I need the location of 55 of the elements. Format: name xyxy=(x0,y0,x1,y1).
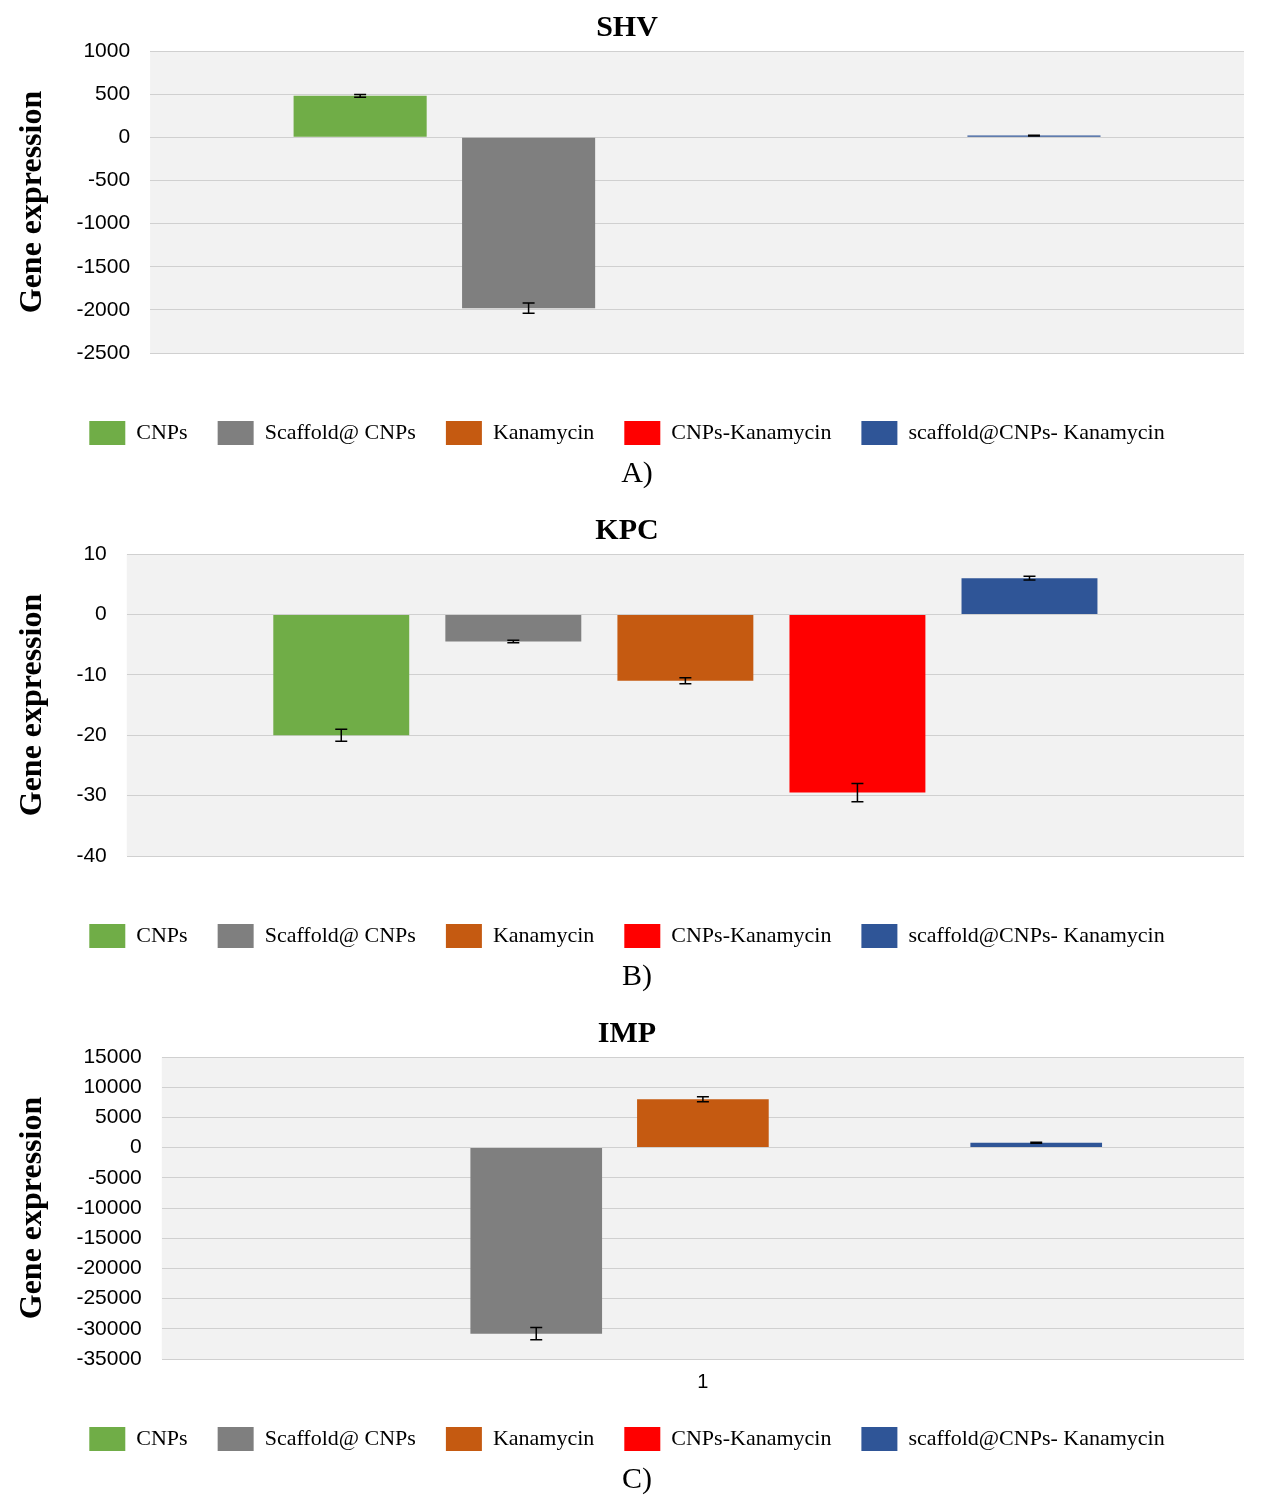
y-tick-label: -500 xyxy=(88,167,131,191)
y-tick-label: 10 xyxy=(83,540,107,564)
y-tick-label: -30000 xyxy=(76,1315,142,1339)
y-tick-label: -15000 xyxy=(76,1225,142,1248)
legend-label: Scaffold@ CNPs xyxy=(264,418,416,444)
y-axis-title: Gene expression xyxy=(12,90,49,314)
y-tick-label: 0 xyxy=(130,1134,142,1158)
bar xyxy=(470,1148,603,1334)
legend-label: scaffold@CNPs- Kanamycin xyxy=(908,921,1165,947)
y-tick-label: 500 xyxy=(95,80,131,104)
y-tick-label: -2000 xyxy=(76,296,131,320)
y-tick-label: -30 xyxy=(76,782,107,806)
bar xyxy=(462,137,596,309)
y-tick-label: -35000 xyxy=(76,1345,142,1369)
y-tick-label: -1000 xyxy=(76,210,131,234)
y-tick-label: -10000 xyxy=(76,1194,142,1218)
legend-label: Kanamycin xyxy=(492,1424,595,1450)
y-tick-label: 0 xyxy=(95,601,107,625)
chart-title: SHV xyxy=(596,8,659,42)
bar xyxy=(970,1142,1103,1148)
y-tick-label: 10000 xyxy=(83,1074,142,1097)
chart-title: KPC xyxy=(595,511,659,545)
y-tick-label: -1500 xyxy=(76,253,131,277)
legend-label: CNPs-Kanamycin xyxy=(671,1424,832,1450)
y-tick-label: -5000 xyxy=(88,1164,142,1188)
legend-label: CNPs xyxy=(136,1424,188,1450)
legend-label: CNPs xyxy=(136,921,188,947)
legend-label: scaffold@CNPs- Kanamycin xyxy=(908,418,1165,444)
y-tick-label: -2500 xyxy=(76,339,131,363)
y-tick-label: 15000 xyxy=(83,1043,142,1067)
legend-label: Kanamycin xyxy=(492,418,595,444)
y-tick-label: 1000 xyxy=(83,37,131,61)
legend-label: scaffold@CNPs- Kanamycin xyxy=(908,1424,1165,1450)
y-tick-label: -25000 xyxy=(76,1285,142,1309)
y-axis-title: Gene expression xyxy=(12,593,49,817)
y-tick-label: -40 xyxy=(76,842,107,866)
legend-label: CNPs xyxy=(136,418,188,444)
legend-label: Kanamycin xyxy=(492,921,595,947)
legend-label: CNPs-Kanamycin xyxy=(671,921,832,947)
chart-title: IMP xyxy=(597,1014,657,1048)
text: C) xyxy=(621,1461,653,1495)
text: B) xyxy=(621,958,653,992)
bar xyxy=(293,95,427,137)
legend-label: CNPs-Kanamycin xyxy=(671,418,832,444)
bar xyxy=(637,1099,769,1148)
legend-label: Scaffold@ CNPs xyxy=(264,1424,416,1450)
y-tick-label: -10 xyxy=(76,661,107,685)
y-axis-title: Gene expression xyxy=(12,1096,49,1320)
text: A) xyxy=(620,455,654,489)
y-tick-label: 5000 xyxy=(95,1104,142,1128)
x-tick-label: 1 xyxy=(697,1369,709,1392)
y-tick-label: 0 xyxy=(118,124,131,148)
y-tick-label: -20000 xyxy=(76,1255,142,1279)
legend-label: Scaffold@ CNPs xyxy=(264,921,416,947)
y-tick-label: -20 xyxy=(76,722,107,745)
